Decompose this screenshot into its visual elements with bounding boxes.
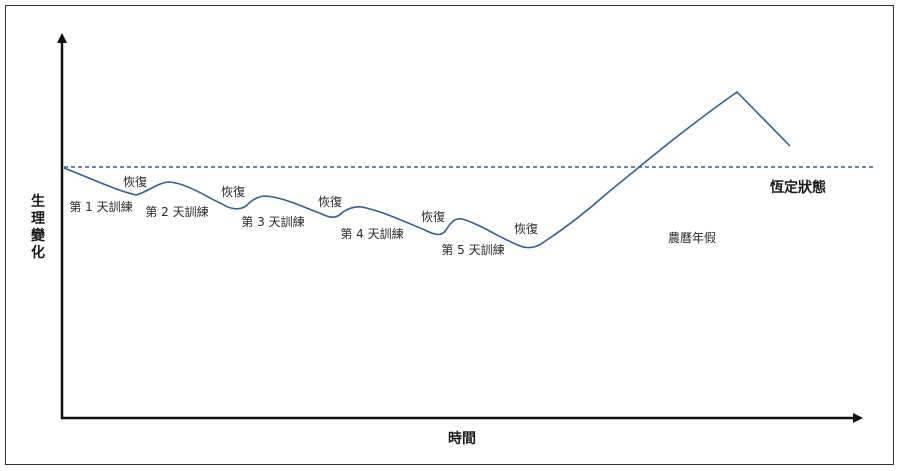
- training-label: 第 2 天訓練: [145, 204, 208, 219]
- recovery-label: 恢復: [318, 194, 342, 209]
- recovery-label: 恢復: [123, 174, 147, 189]
- recovery-label: 恢復: [514, 221, 538, 236]
- y-axis-label-char: 理: [31, 211, 45, 227]
- training-label: 第 1 天訓練: [69, 199, 132, 214]
- y-axis-label-char: 變: [31, 227, 46, 244]
- training-label: 第 3 天訓練: [241, 214, 304, 229]
- x-axis-label: 時間: [448, 430, 476, 447]
- training-label: 第 5 天訓練: [441, 242, 504, 257]
- recovery-label: 恢復: [421, 209, 445, 224]
- physiological-curve: [63, 91, 791, 249]
- baseline-label: 恆定狀態: [769, 179, 826, 196]
- holiday-label: 農曆年假: [668, 231, 716, 245]
- training-label: 第 4 天訓練: [340, 226, 403, 241]
- y-axis-label-char: 生: [31, 193, 45, 210]
- y-axis-label-char: 化: [31, 244, 45, 261]
- recovery-label: 恢復: [221, 184, 245, 199]
- outer-frame: [5, 5, 894, 465]
